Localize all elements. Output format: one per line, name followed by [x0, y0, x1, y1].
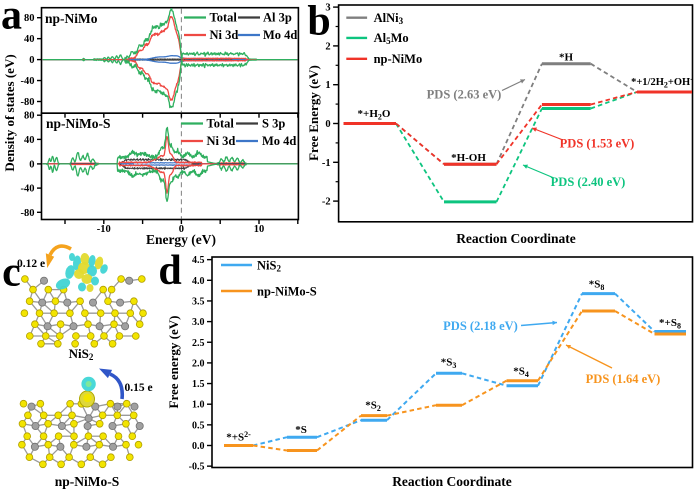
svg-text:0: 0 [325, 119, 330, 130]
svg-text:Mo 4d: Mo 4d [262, 134, 296, 148]
svg-text:Ni 3d: Ni 3d [210, 28, 239, 42]
svg-text:PDS (1.64 eV): PDS (1.64 eV) [586, 372, 661, 386]
svg-text:-1: -1 [322, 158, 331, 169]
svg-text:Mo 4d: Mo 4d [263, 28, 297, 42]
svg-text:Total: Total [210, 11, 238, 25]
svg-text:np-NiMo: np-NiMo [45, 11, 98, 26]
svg-text:*H-OH: *H-OH [451, 152, 486, 164]
svg-text:Total: Total [207, 117, 235, 131]
svg-text:0.0: 0.0 [192, 441, 205, 452]
svg-text:40: 40 [24, 34, 35, 45]
svg-text:3.5: 3.5 [192, 296, 205, 307]
svg-text:PDS (2.18 eV): PDS (2.18 eV) [443, 319, 518, 333]
svg-text:*S: *S [295, 424, 307, 436]
svg-text:Energy (eV): Energy (eV) [146, 232, 216, 247]
svg-text:4.5: 4.5 [192, 255, 205, 266]
svg-text:PDS (1.53 eV): PDS (1.53 eV) [560, 137, 635, 151]
svg-text:0.5: 0.5 [192, 420, 205, 431]
svg-text:Al 3p: Al 3p [263, 11, 292, 25]
svg-text:3.0: 3.0 [192, 317, 205, 328]
svg-text:1.0: 1.0 [192, 400, 205, 411]
svg-text:80: 80 [24, 13, 35, 24]
svg-text:0.12 e: 0.12 e [17, 258, 45, 270]
svg-text:1.5: 1.5 [192, 379, 205, 390]
svg-text:-40: -40 [21, 76, 35, 87]
svg-text:Density of states (eV): Density of states (eV) [2, 54, 17, 171]
svg-text:PDS (2.63 eV): PDS (2.63 eV) [427, 88, 502, 102]
svg-text:3: 3 [325, 3, 330, 14]
svg-text:NiS2: NiS2 [69, 346, 94, 362]
svg-text:Free Energy (eV): Free Energy (eV) [306, 65, 321, 161]
svg-text:c: c [2, 250, 21, 296]
svg-text:a: a [1, 0, 22, 39]
svg-text:0: 0 [29, 55, 34, 66]
svg-text:PDS (2.40 eV): PDS (2.40 eV) [551, 175, 626, 189]
svg-text:-10: -10 [97, 224, 111, 235]
svg-text:Reaction Coordinate: Reaction Coordinate [456, 231, 576, 246]
svg-text:80: 80 [24, 111, 35, 122]
svg-text:40: 40 [24, 135, 35, 146]
svg-text:b: b [307, 0, 330, 45]
svg-text:Ni 3d: Ni 3d [207, 134, 236, 148]
svg-text:np-NiMo-S: np-NiMo-S [257, 285, 317, 299]
svg-text:-2: -2 [322, 197, 331, 208]
svg-text:-40: -40 [21, 184, 35, 195]
svg-text:*+1/2H2+OH-: *+1/2H2+OH- [631, 75, 693, 90]
svg-text:4.0: 4.0 [192, 276, 205, 287]
svg-text:*+S8: *+S8 [659, 317, 681, 331]
svg-text:Al5Mo: Al5Mo [374, 31, 409, 46]
svg-text:AlNi3: AlNi3 [374, 11, 404, 26]
svg-text:10: 10 [254, 224, 265, 235]
svg-text:np-NiMo-S: np-NiMo-S [55, 474, 120, 489]
svg-text:2.0: 2.0 [192, 358, 205, 369]
svg-text:2.5: 2.5 [192, 338, 205, 349]
svg-text:-0.5: -0.5 [189, 462, 205, 473]
svg-text:1: 1 [325, 80, 330, 91]
svg-text:-80: -80 [21, 208, 35, 219]
svg-text:np-NiMo-S: np-NiMo-S [46, 116, 111, 131]
svg-text:0.15 e: 0.15 e [124, 382, 152, 394]
svg-text:0: 0 [179, 224, 184, 235]
svg-text:NiS2: NiS2 [257, 259, 281, 274]
svg-text:*H: *H [559, 52, 574, 64]
svg-text:*+H2O: *+H2O [358, 108, 391, 122]
svg-text:d: d [158, 248, 181, 294]
svg-text:0: 0 [29, 159, 34, 170]
svg-text:Free energy (eV): Free energy (eV) [166, 316, 181, 409]
svg-text:2: 2 [325, 41, 330, 52]
svg-text:np-NiMo: np-NiMo [374, 52, 423, 66]
svg-text:S 3p: S 3p [262, 117, 285, 131]
svg-text:Reaction Coordinate: Reaction Coordinate [392, 474, 512, 489]
svg-text:-80: -80 [21, 97, 35, 108]
